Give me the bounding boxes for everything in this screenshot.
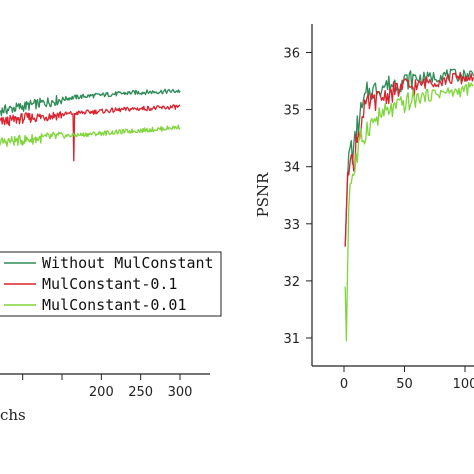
left-series-mulconstant-0-01	[0, 124, 181, 148]
right-series-mulconstant-0-01	[344, 81, 474, 342]
right-x-ticks: 0 50 100	[340, 366, 474, 392]
left-x-axis-title: chs	[0, 406, 26, 424]
left-series-without-mulconstant	[0, 88, 181, 117]
left-series-mulconstant-0-1	[0, 104, 180, 162]
right-y-tick-label: 31	[283, 332, 300, 347]
legend-box	[0, 251, 222, 317]
legend: Without MulConstant MulConstant-0.1 MulC…	[0, 251, 222, 317]
right-series-mulconstant-0-1	[344, 71, 474, 247]
legend-label-without-mulconstant: Without MulConstant	[42, 254, 214, 272]
right-y-tick-label: 33	[283, 218, 300, 233]
right-y-axis-title: PSNR	[254, 172, 272, 217]
legend-label-mulconstant-0-1: MulConstant-0.1	[42, 275, 177, 293]
right-x-tick-label: 0	[340, 377, 348, 392]
right-y-tick-label: 34	[283, 161, 300, 176]
left-panel: 50200250300 chs Without MulConstant MulC…	[0, 88, 222, 424]
right-x-tick-label: 100	[453, 377, 474, 392]
right-panel: 31 32 33 34 35 36 0 50 100 PSNR	[254, 24, 474, 392]
right-y-tick-label: 35	[283, 104, 300, 119]
right-x-tick-label: 50	[396, 377, 413, 392]
right-y-tick-label: 36	[283, 47, 300, 62]
right-y-ticks: 31 32 33 34 35 36	[283, 47, 312, 347]
legend-label-mulconstant-0-01: MulConstant-0.01	[42, 296, 187, 314]
left-x-tick-label: 300	[168, 385, 193, 400]
right-series-lines	[344, 68, 474, 342]
right-series-without-mulconstant	[344, 68, 474, 247]
left-x-tick-label: 250	[128, 385, 153, 400]
right-y-tick-label: 32	[283, 275, 300, 290]
left-x-ticks: 50200250300	[22, 374, 193, 400]
left-series-lines	[0, 88, 181, 162]
left-x-tick-label: 200	[89, 385, 114, 400]
